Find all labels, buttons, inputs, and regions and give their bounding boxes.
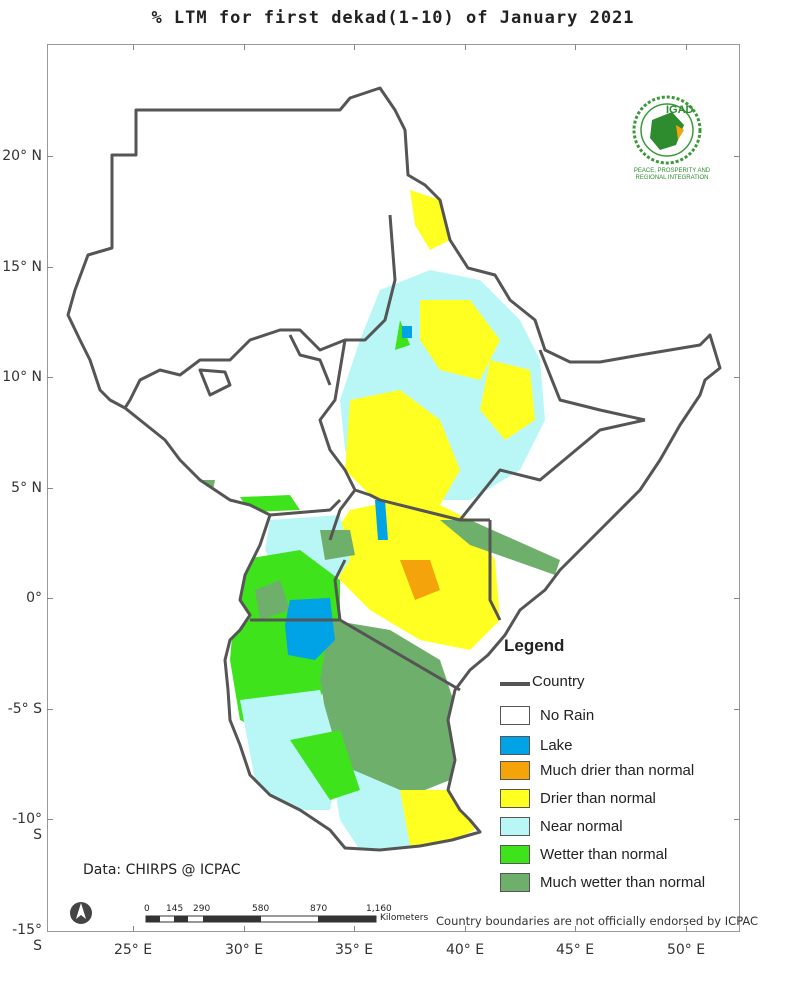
legend-no-rain: No Rain — [540, 707, 595, 724]
swatch-drier — [500, 789, 530, 808]
scale-label-580: 580 — [252, 904, 270, 914]
swatch-near-normal — [500, 817, 530, 836]
legend-much-drier: Much drier than normal — [540, 762, 695, 779]
data-source: Data: CHIRPS @ ICPAC — [83, 862, 241, 878]
lon-label-40e: 40° E — [445, 942, 485, 958]
lat-label-10n: 10° N — [2, 369, 42, 385]
lon-label-30e: 30° E — [224, 942, 264, 958]
lon-label-50e: 50° E — [666, 942, 706, 958]
igad-logo-icon — [632, 95, 702, 165]
swatch-much-drier — [500, 761, 530, 780]
legend-wetter: Wetter than normal — [540, 846, 668, 863]
scale-label-290: 290 — [193, 904, 211, 914]
logo-tagline: PEACE, PROSPERITY AND REGIONAL INTEGRATI… — [633, 168, 711, 181]
scale-unit: Kilometers — [380, 913, 429, 923]
map-title: % LTM for first dekad(1-10) of January 2… — [151, 8, 635, 28]
scale-label-145: 145 — [166, 904, 184, 914]
scale-label-1160: 1,160 — [366, 904, 392, 914]
swatch-much-wetter — [500, 873, 530, 892]
legend-country-label: Country — [532, 673, 585, 690]
lat-label-0: 0° — [26, 590, 42, 606]
legend-much-wetter: Much wetter than normal — [540, 874, 706, 891]
swatch-no-rain — [500, 706, 530, 725]
lon-label-25e: 25° E — [113, 942, 153, 958]
legend-lake: Lake — [540, 737, 573, 754]
lon-label-35e: 35° E — [334, 942, 374, 958]
lat-label-5s: -5° S — [7, 701, 42, 717]
lat-label-10s: -10° S — [12, 811, 42, 843]
lat-label-5n: 5° N — [11, 480, 42, 496]
scale-label-870: 870 — [310, 904, 328, 914]
legend-drier: Drier than normal — [540, 790, 656, 807]
legend-near-normal: Near normal — [540, 818, 623, 835]
lat-label-15s: -15° S — [12, 922, 42, 954]
swatch-wetter — [500, 845, 530, 864]
lat-label-15n: 15° N — [2, 259, 42, 275]
lon-label-45e: 45° E — [555, 942, 595, 958]
swatch-lake — [500, 736, 530, 755]
disclaimer: Country boundaries are not officially en… — [436, 914, 759, 928]
logo-name: IGAD — [666, 104, 694, 116]
north-arrow-icon — [76, 903, 86, 919]
lat-label-20n: 20° N — [2, 148, 42, 164]
scale-label-0: 0 — [144, 904, 150, 914]
legend-title: Legend — [504, 636, 565, 655]
country-line-swatch — [500, 682, 530, 686]
